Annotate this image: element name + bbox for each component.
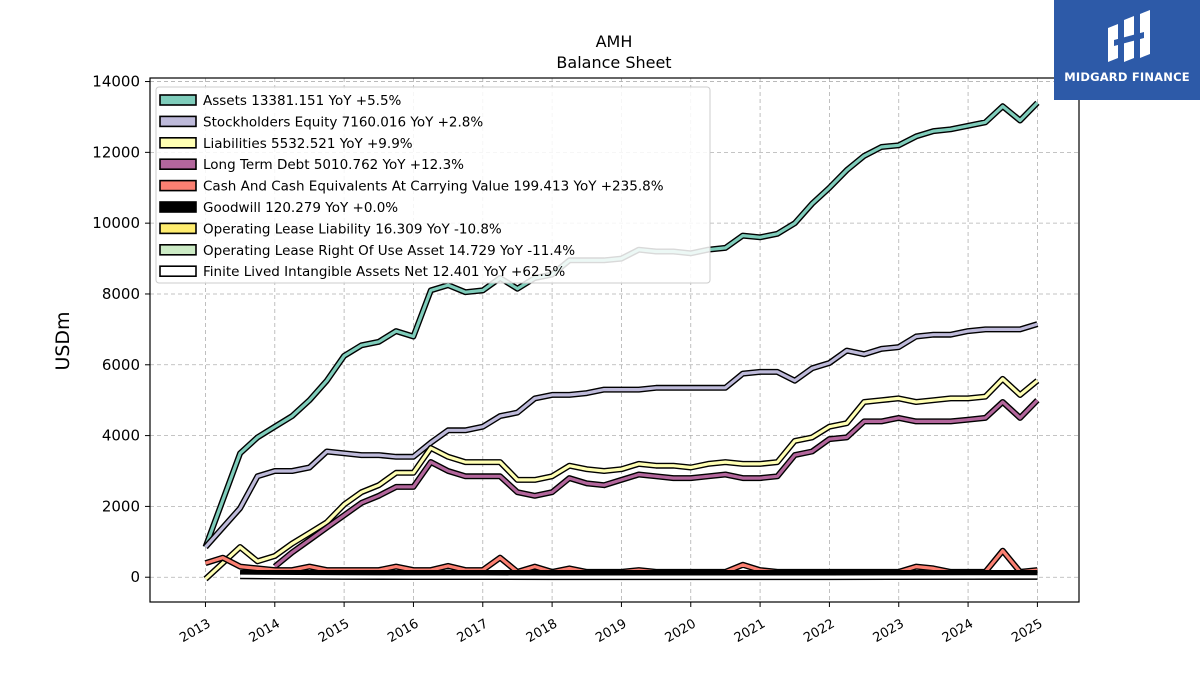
legend-entry: Goodwill 120.279 YoY +0.0% (203, 200, 398, 216)
series-3 (272, 398, 1040, 569)
legend-swatch (159, 265, 197, 278)
x-tick-label: 2021 (732, 616, 768, 646)
legend-entry: Liabilities 5532.521 YoY +9.9% (203, 136, 413, 152)
brand-logo: MIDGARD FINANCE (1054, 0, 1200, 100)
chart-subtitle: Balance Sheet (556, 53, 671, 72)
legend-entry: Operating Lease Liability 16.309 YoY -10… (203, 221, 502, 237)
series-line (204, 322, 1038, 549)
legend-swatch (159, 244, 197, 256)
x-tick-label: 2016 (385, 616, 421, 646)
legend-swatch (159, 137, 197, 149)
chart-title: AMH (596, 32, 633, 51)
x-tick-label: 2015 (316, 616, 352, 646)
y-tick-label: 14000 (92, 73, 140, 91)
legend-entry: Long Term Debt 5010.762 YoY +12.3% (203, 157, 464, 173)
legend-swatch (159, 179, 197, 192)
y-tick-label: 4000 (102, 427, 140, 445)
plot-frame (149, 77, 1080, 603)
legend: Assets 13381.151 YoY +5.5% Stockholders E… (155, 86, 711, 284)
legend-swatch (159, 222, 197, 235)
legend-swatch (159, 94, 197, 106)
y-tick-label: 10000 (92, 214, 140, 232)
series-line (240, 574, 1038, 579)
x-tick-label: 2020 (663, 616, 699, 646)
legend-box (155, 86, 711, 284)
x-tick-label: 2018 (524, 616, 560, 646)
series-8 (240, 573, 1038, 581)
y-tick-label: 12000 (92, 143, 140, 161)
legend-entry: Cash And Cash Equivalents At Carrying Va… (203, 179, 664, 195)
series-line (204, 377, 1039, 581)
x-tick-label: 2022 (801, 616, 837, 646)
x-tick-label: 2013 (177, 616, 213, 646)
x-tick-label: 2024 (940, 616, 976, 646)
series-line-outline (272, 398, 1040, 569)
logo-mark-icon (1108, 10, 1150, 62)
x-tick-label: 2025 (1009, 616, 1045, 646)
y-tick-label: 8000 (102, 285, 140, 303)
series-layer (202, 100, 1040, 582)
legend-swatch (159, 115, 197, 128)
y-axis-label: USDm (52, 311, 74, 370)
y-tick-label: 2000 (102, 497, 140, 515)
x-tick-label: 2014 (247, 616, 283, 646)
legend-entry: Operating Lease Right Of Use Asset 14.72… (203, 243, 575, 259)
legend-entry: Assets 13381.151 YoY +5.5% (203, 93, 402, 109)
legend-swatch (159, 158, 197, 170)
x-tick-label: 2019 (593, 616, 629, 646)
series-line (273, 399, 1039, 568)
x-tick-label: 2017 (455, 616, 491, 646)
y-tick-label: 0 (130, 568, 140, 586)
legend-entry: Stockholders Equity 7160.016 YoY +2.8% (203, 114, 483, 130)
series-2 (203, 375, 1040, 582)
series-1 (203, 321, 1039, 550)
legend-entry: Finite Lived Intangible Assets Net 12.40… (203, 264, 565, 280)
logo-brand-text: MIDGARD FINANCE (1064, 70, 1190, 84)
x-tick-label: 2023 (871, 616, 907, 646)
y-tick-label: 6000 (102, 356, 140, 374)
legend-swatch (159, 201, 197, 213)
